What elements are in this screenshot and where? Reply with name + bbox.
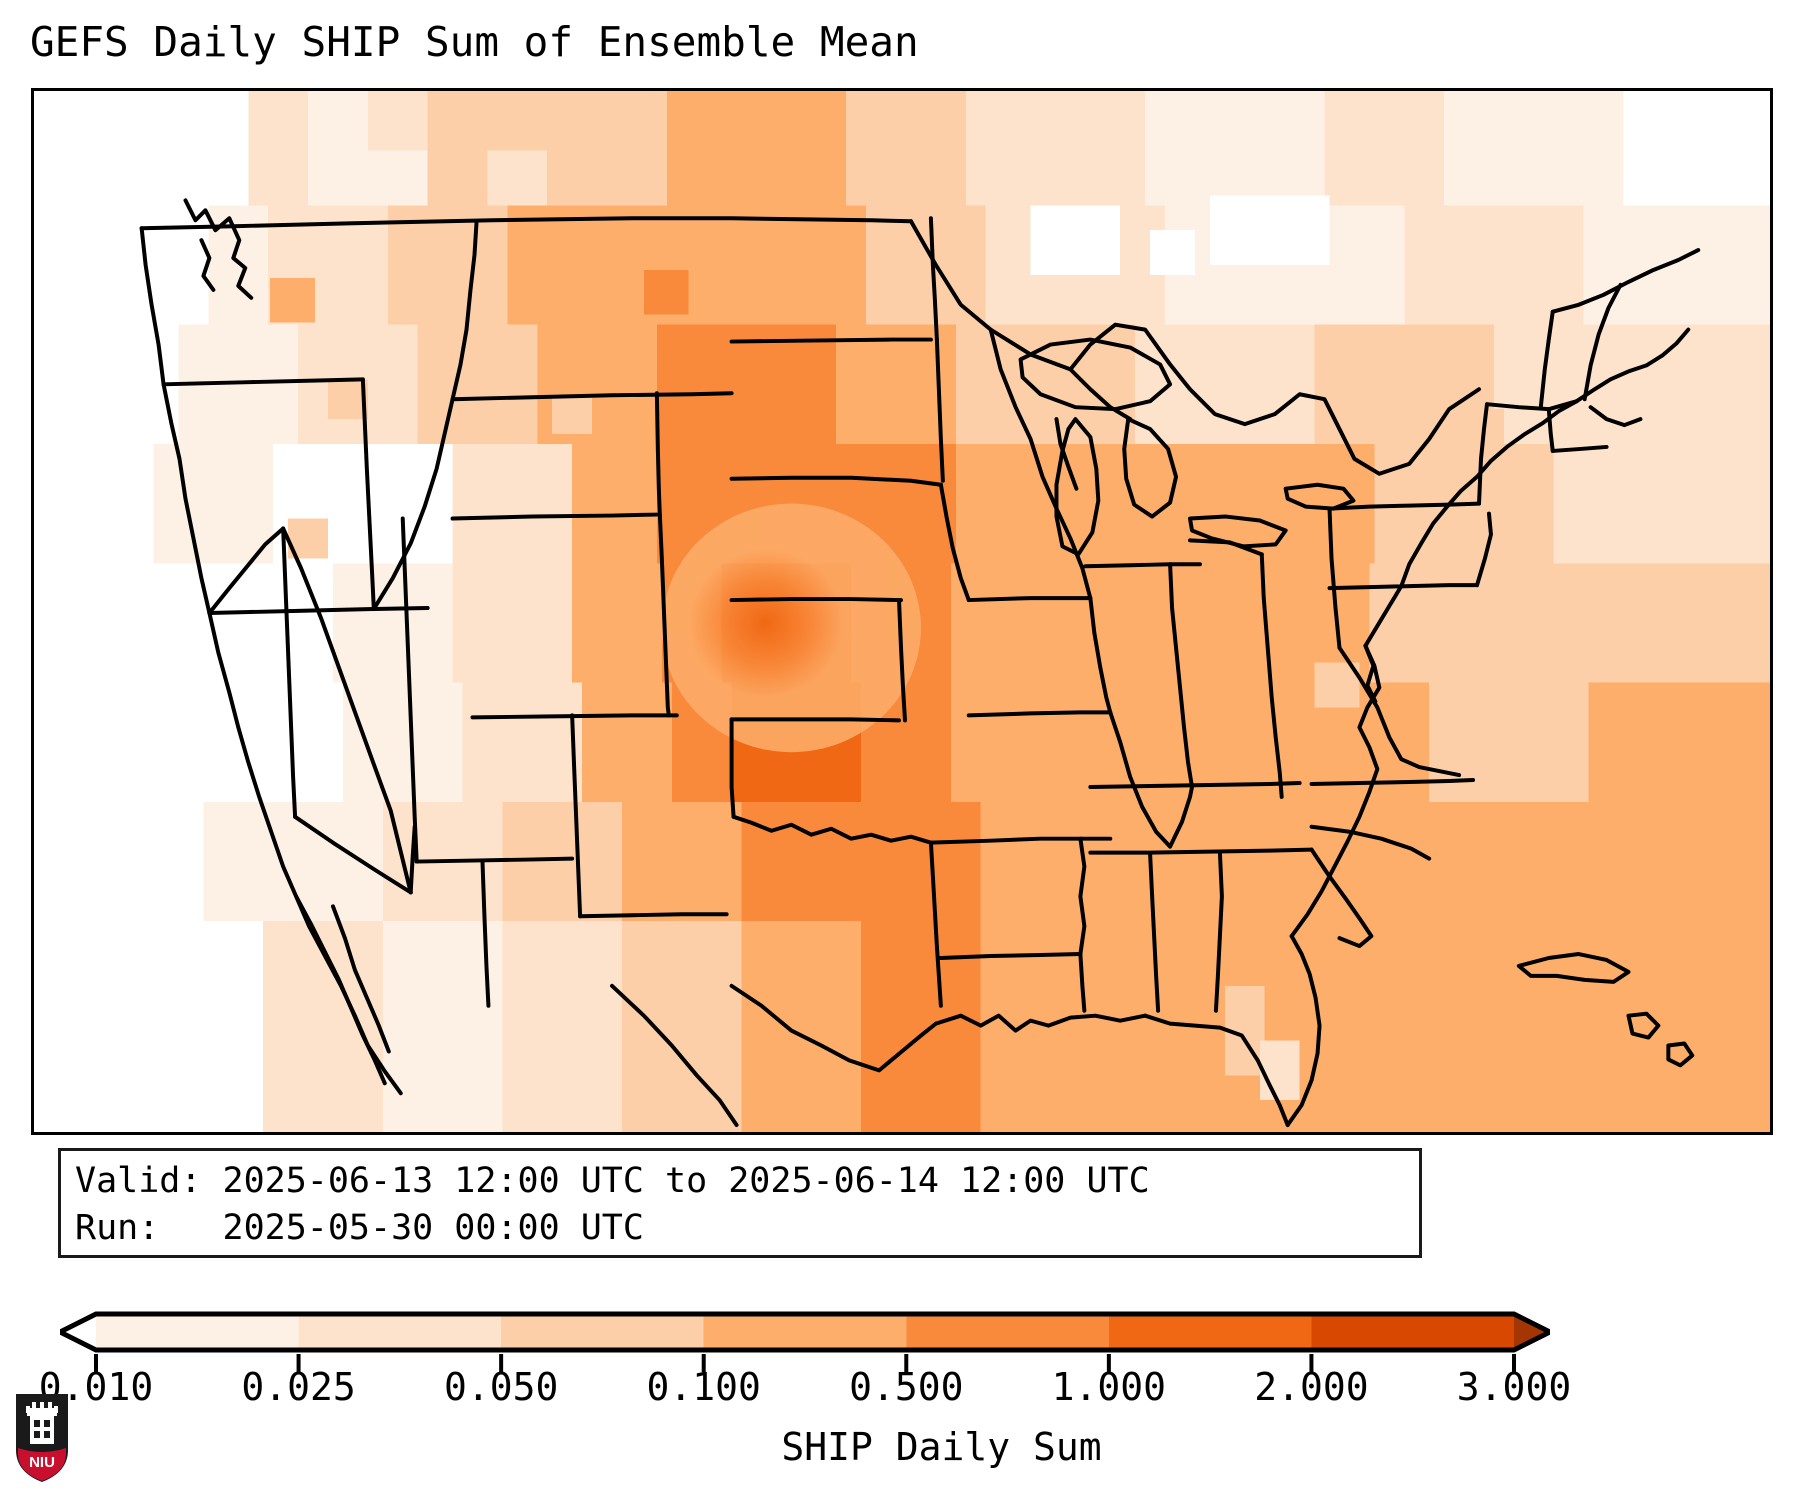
map-canvas <box>34 91 1770 1132</box>
colorbar-tick-label-6: 2.000 <box>1254 1365 1369 1409</box>
colorbar-band-5 <box>1108 1314 1313 1350</box>
colorbar-band-1 <box>298 1314 502 1350</box>
colorbar-tick-label-3: 0.100 <box>646 1365 761 1409</box>
colorbar-band-3 <box>703 1314 907 1350</box>
map-plot-area[interactable] <box>31 88 1773 1135</box>
colorbar-tick-label-2: 0.050 <box>443 1365 559 1409</box>
page-title: GEFS Daily SHIP Sum of Ensemble Mean <box>30 18 919 66</box>
forecast-info-box: Valid: 2025-06-13 12:00 UTC to 2025-06-1… <box>58 1148 1422 1258</box>
colorbar-tick-label-1: 0.025 <box>241 1365 356 1409</box>
colorbar-axis-label-text: SHIP Daily Sum <box>781 1425 1102 1469</box>
colorbar-band-0 <box>96 1314 300 1350</box>
colorbar-band-4 <box>906 1314 1110 1350</box>
colorbar-tick-label-5: 1.000 <box>1051 1365 1167 1409</box>
colorbar-axis-label: SHIP Daily Sum <box>0 1425 1803 1469</box>
colorbar-tick-labels: 0.010 0.025 0.050 0.100 0.500 1.000 2.000 3.000 <box>0 1365 1803 1413</box>
colorbar-tick-label-7: 3.000 <box>1456 1365 1572 1409</box>
run-time-line: Run: 2025-05-30 00:00 UTC <box>75 1208 644 1248</box>
colorbar[interactable] <box>60 1310 1550 1372</box>
niu-logo-text: NIU <box>29 1454 55 1471</box>
colorbar-band-6 <box>1311 1314 1515 1350</box>
valid-time-line: Valid: 2025-06-13 12:00 UTC to 2025-06-1… <box>75 1161 1150 1201</box>
colorbar-tick-label-4: 0.500 <box>849 1365 964 1409</box>
colorbar-band-2 <box>501 1314 705 1350</box>
niu-logo: NIU <box>16 1394 68 1482</box>
